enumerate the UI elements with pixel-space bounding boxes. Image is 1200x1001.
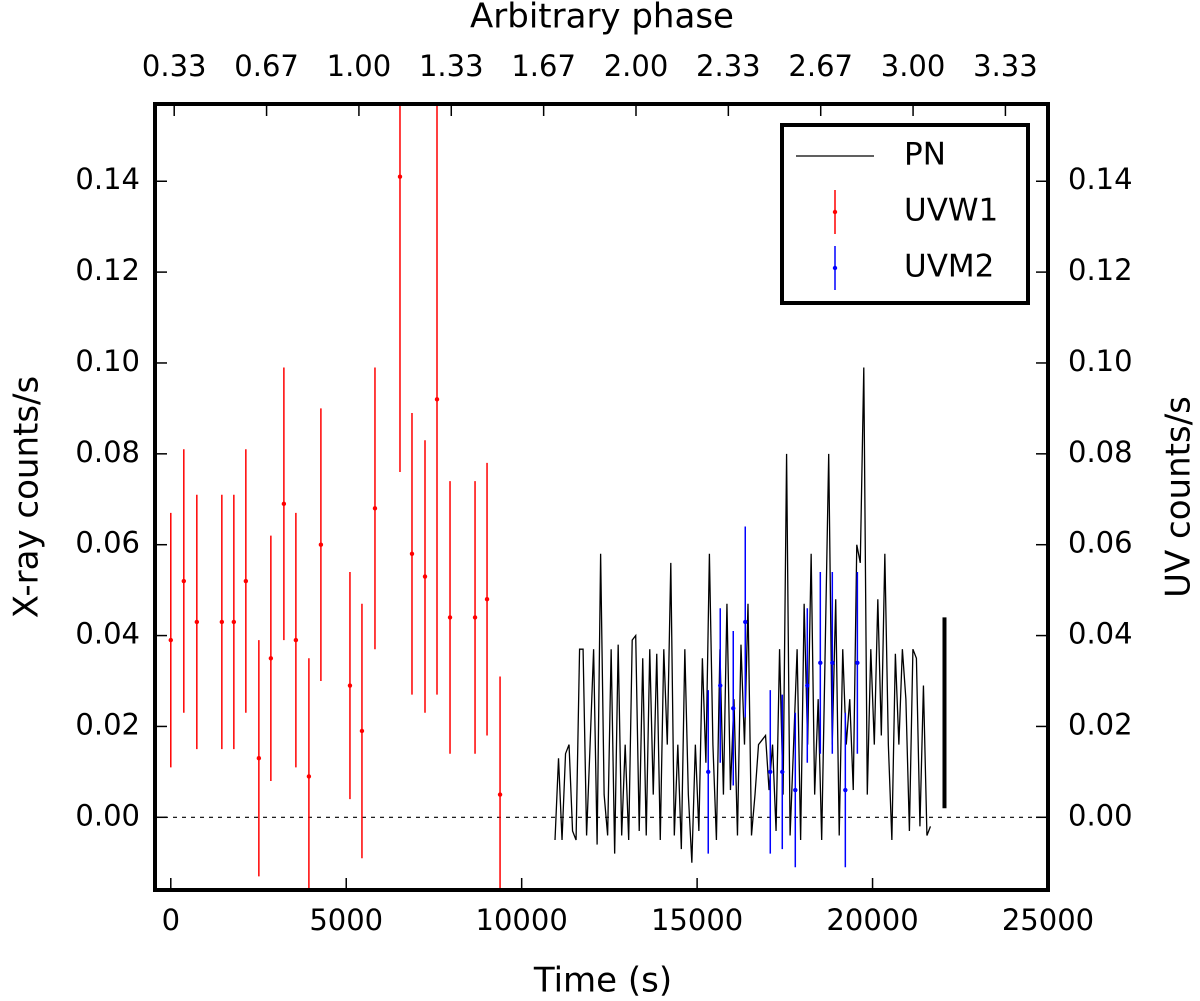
y2-tick-label: 0.00 xyxy=(1068,798,1133,832)
x-axis-title: Time (s) xyxy=(533,961,672,1001)
data-point xyxy=(731,706,736,711)
data-point xyxy=(718,683,723,688)
x-tick-label: 20000 xyxy=(826,903,918,937)
data-point xyxy=(168,637,173,643)
x2-tick-label: 2.33 xyxy=(696,49,761,83)
data-point xyxy=(256,756,262,761)
data-point xyxy=(805,683,810,688)
y-tick-label: 0.02 xyxy=(75,707,140,741)
legend-label: UVM2 xyxy=(904,249,994,285)
y2-tick-label: 0.02 xyxy=(1068,707,1133,741)
legend-box xyxy=(780,123,1030,305)
data-point xyxy=(219,619,225,625)
x2-tick-label: 3.33 xyxy=(973,49,1038,83)
plot-area xyxy=(155,104,1048,890)
data-point xyxy=(818,660,823,666)
x2-tick-label: 1.33 xyxy=(419,49,484,83)
y-tick-label: 0.14 xyxy=(75,162,140,196)
x2-tick-label: 2.67 xyxy=(788,49,853,83)
plot-frame xyxy=(153,102,1050,892)
x2-tick-label: 0.33 xyxy=(142,49,207,83)
data-point xyxy=(793,787,798,793)
data-point xyxy=(497,792,503,797)
x2-tick-label: 0.67 xyxy=(234,49,299,83)
data-point xyxy=(181,578,187,584)
x-tick-label: 0 xyxy=(162,903,180,937)
data-point xyxy=(397,174,403,179)
data-point xyxy=(268,656,274,661)
x-tick-label: 5000 xyxy=(309,903,383,937)
data-point xyxy=(484,597,490,602)
data-point xyxy=(434,397,440,402)
x2-axis-title: Arbitrary phase xyxy=(470,0,734,37)
data-point xyxy=(231,619,237,625)
y2-axis-title: UV counts/s xyxy=(1159,396,1199,598)
data-point xyxy=(318,542,324,547)
data-point xyxy=(780,769,785,775)
y-tick-label: 0.00 xyxy=(75,798,140,832)
legend-label: UVW1 xyxy=(904,193,998,229)
y-tick-label: 0.10 xyxy=(75,344,140,378)
data-point xyxy=(743,619,748,625)
legend-label: PN xyxy=(904,137,946,173)
data-point xyxy=(706,769,711,775)
data-point xyxy=(447,615,453,620)
legend-swatch-point xyxy=(832,209,838,215)
data-point xyxy=(347,683,353,688)
data-point xyxy=(472,615,478,620)
data-point xyxy=(422,574,428,579)
data-point xyxy=(768,769,773,775)
y-tick-label: 0.08 xyxy=(75,435,140,469)
data-point xyxy=(372,506,378,511)
data-point xyxy=(359,728,365,734)
y2-tick-label: 0.04 xyxy=(1068,617,1133,651)
data-point xyxy=(843,787,848,793)
y2-tick-label: 0.12 xyxy=(1068,253,1133,287)
y2-tick-label: 0.10 xyxy=(1068,344,1133,378)
data-point xyxy=(194,619,200,625)
legend-swatch-point xyxy=(832,265,838,271)
data-point xyxy=(830,660,835,666)
x-tick-label: 10000 xyxy=(476,903,568,937)
x2-tick-label: 1.00 xyxy=(327,49,392,83)
data-point xyxy=(306,774,312,779)
data-point xyxy=(243,578,249,584)
x2-tick-label: 3.00 xyxy=(881,49,946,83)
y-tick-label: 0.04 xyxy=(75,617,140,651)
data-point xyxy=(855,660,860,666)
line-series xyxy=(554,367,932,863)
y2-tick-label: 0.14 xyxy=(1068,162,1133,196)
data-point xyxy=(409,551,415,556)
y-tick-label: 0.12 xyxy=(75,253,140,287)
y-axis-title: X-ray counts/s xyxy=(7,376,47,618)
y2-tick-label: 0.08 xyxy=(1068,435,1133,469)
x2-tick-label: 1.67 xyxy=(511,49,576,83)
x2-tick-label: 2.00 xyxy=(604,49,669,83)
x-tick-label: 25000 xyxy=(1002,903,1094,937)
y-tick-label: 0.06 xyxy=(75,526,140,560)
data-point xyxy=(281,501,287,507)
y2-tick-label: 0.06 xyxy=(1068,526,1133,560)
data-point xyxy=(293,637,299,643)
x-tick-label: 15000 xyxy=(651,903,743,937)
